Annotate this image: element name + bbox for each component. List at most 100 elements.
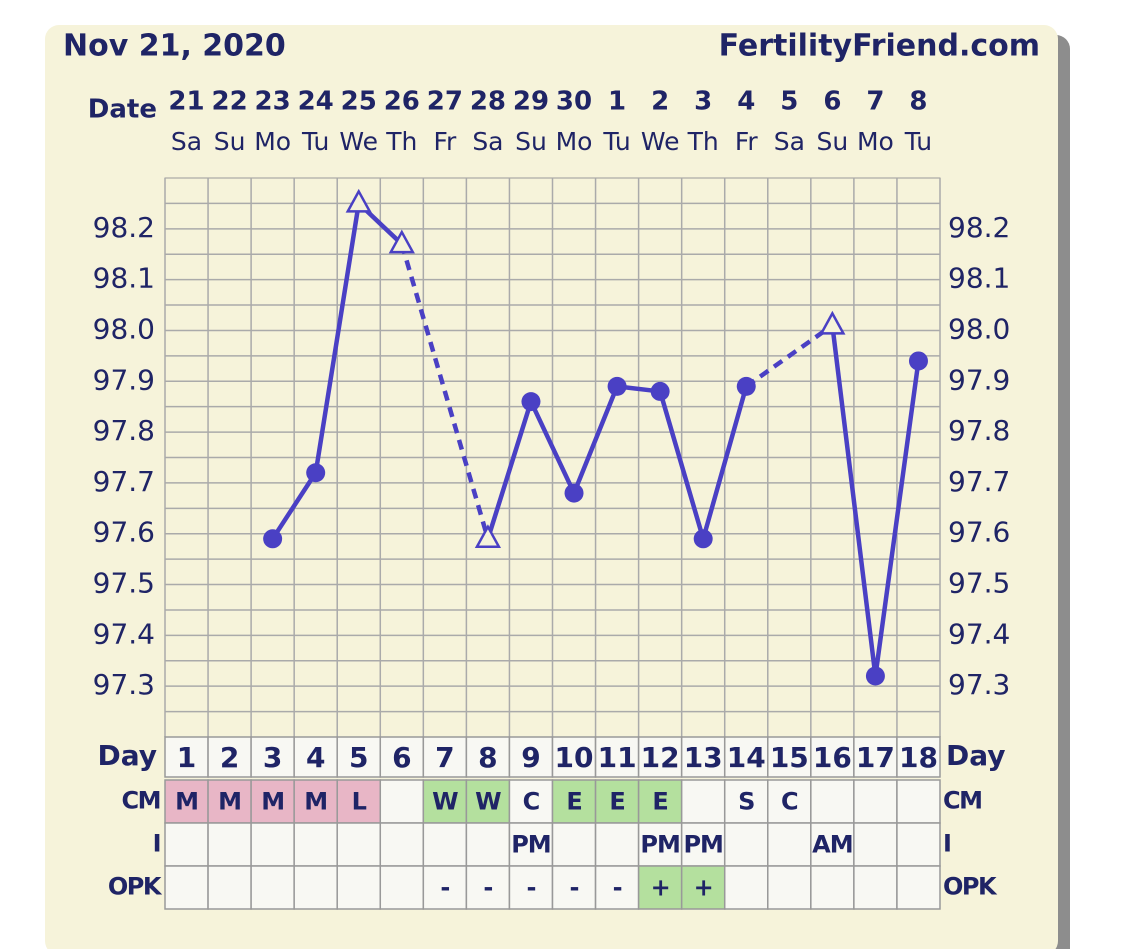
row-label-right: OPK [943,873,998,901]
obs-value: E [652,788,667,816]
date-label: 28 [470,87,506,117]
obs-value: AM [812,831,852,859]
y-tick-label: 98.1 [93,262,155,295]
obs-cell [594,822,640,867]
y-tick-label: 97.8 [93,414,155,447]
gap-bridge [744,323,834,389]
y-tick-label: 97.7 [93,465,155,498]
obs-value: W [475,788,501,816]
day-label-right: Day [946,739,1006,772]
obs-value: S [738,788,754,816]
point [650,381,670,401]
y2-tick-label: 97.7 [948,465,1010,498]
point [607,376,627,396]
point [693,529,713,549]
date-label: 6 [823,87,841,117]
date-label: 30 [556,87,592,117]
day-cell [723,736,769,778]
chart-title: Nov 21, 2020 [63,29,286,64]
row-label: I [153,830,160,858]
day-number: 18 [899,741,938,774]
day-cell [336,736,382,778]
obs-cell [164,822,209,867]
obs-cell [379,822,425,867]
obs-cell [336,822,382,867]
y-tick-label: 98.2 [93,211,155,244]
day-cell [207,736,252,778]
day-cell [465,736,511,778]
y2-tick-label: 97.8 [948,414,1010,447]
day-number: 15 [770,741,809,774]
day-number: 11 [598,741,637,774]
obs-value: - [483,874,492,902]
site-name: FertilityFriend.com [719,29,1040,64]
date-label: 23 [255,87,291,117]
obs-value: M [261,788,284,816]
obs-value: PM [511,831,550,859]
date-label: 27 [427,87,463,117]
y-tick-label: 97.3 [93,668,155,701]
obs-value: C [781,788,798,816]
obs-value: L [352,788,367,816]
point [865,666,885,686]
obs-value: W [432,788,458,816]
y2-tick-label: 97.3 [948,668,1010,701]
date-label: 24 [298,87,334,117]
obs-cell [551,865,597,910]
weekday-label: Th [687,127,719,156]
point [263,529,283,549]
y-tick-label: 98.0 [93,312,155,345]
day-number: 3 [263,741,282,774]
obs-value: C [523,788,540,816]
day-number: 5 [349,741,368,774]
day-number: 14 [727,741,766,774]
obs-cell [680,865,726,910]
obs-value: PM [640,831,679,859]
obs-cell [336,865,382,910]
date-label: 7 [866,87,884,117]
obs-cell [465,822,511,867]
obs-cell [422,865,468,910]
obs-cell [896,779,941,824]
obs-cell [810,822,855,867]
date-label: 4 [737,87,755,117]
weekday-label: Mo [556,127,593,156]
y-tick-label: 97.6 [93,516,155,549]
date-label: 25 [341,87,377,117]
obs-value: E [609,788,624,816]
obs-cell [594,865,640,910]
weekday-label: Fr [735,127,759,156]
weekday-label: Tu [904,127,932,156]
obs-cell [896,865,941,910]
obs-cell [810,865,855,910]
open-point [819,310,846,335]
row-label-right: CM [943,787,982,815]
obs-cell [508,822,554,867]
obs-cell [379,865,425,910]
day-cell [680,736,726,778]
point [736,376,756,396]
obs-cell [293,779,338,824]
y2-tick-label: 98.1 [948,262,1010,295]
obs-cell [551,822,597,867]
obs-value: E [566,788,581,816]
obs-cell [250,865,295,910]
day-number: 12 [641,741,680,774]
day-number: 1 [177,741,196,774]
weekday-label: Su [515,127,547,156]
obs-cell [723,822,769,867]
weekday-label: Mo [857,127,894,156]
weekday-label: We [641,127,680,156]
day-number: 4 [306,741,325,774]
obs-cell [465,865,511,910]
weekday-label: Sa [472,127,503,156]
obs-cell [637,865,683,910]
day-number: 6 [392,741,411,774]
y2-tick-label: 97.6 [948,516,1010,549]
weekday-label: Tu [602,127,630,156]
obs-cell [767,865,812,910]
obs-cell [336,779,382,824]
row-label-right: I [943,830,950,858]
obs-value: M [218,788,241,816]
